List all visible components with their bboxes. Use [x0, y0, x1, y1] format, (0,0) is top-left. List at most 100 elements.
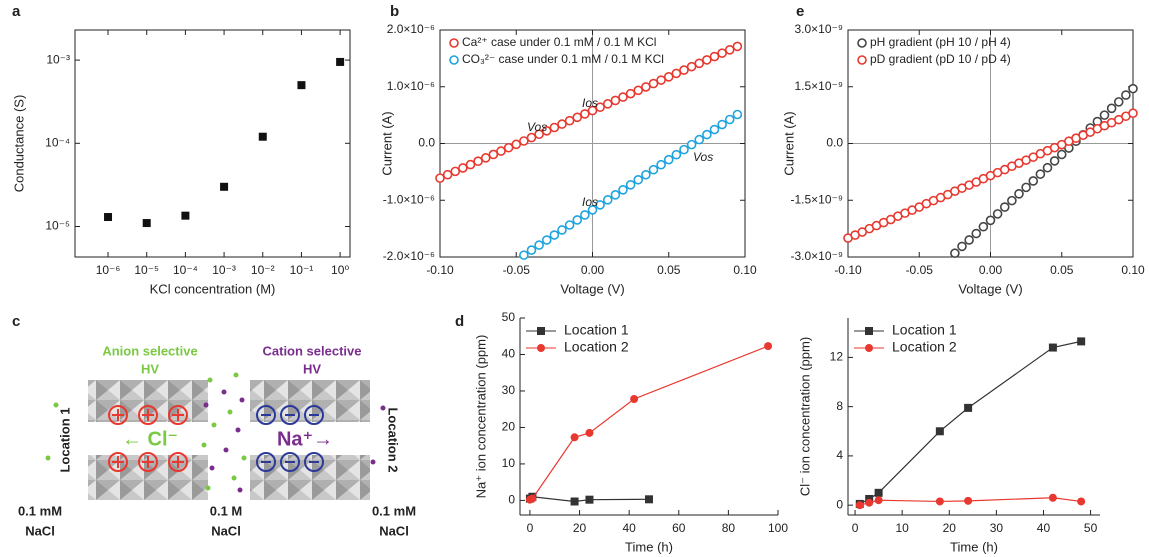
annotation: Ios: [582, 195, 598, 209]
marker: [855, 501, 864, 510]
x-tick-label: 10: [895, 521, 909, 535]
marker: [572, 215, 583, 225]
marker: [220, 182, 229, 191]
y-axis-title: Conductance (S): [11, 95, 26, 193]
y-tick-label: 0.0: [418, 136, 435, 150]
marker: [336, 57, 345, 66]
x-tick-label: 10⁰: [331, 263, 349, 277]
marker: [564, 220, 575, 230]
series: [855, 337, 1086, 508]
series-line: [859, 340, 1082, 505]
marker: [641, 169, 651, 180]
x-axis-title: KCl concentration (M): [150, 281, 276, 296]
y-tick-label: 1.5×10⁻⁹: [794, 79, 843, 93]
y-tick-label: 50: [502, 310, 516, 324]
panel-label: d: [455, 313, 464, 330]
marker: [717, 48, 727, 58]
marker: [679, 65, 689, 75]
marker: [181, 211, 190, 220]
series: [104, 57, 345, 228]
series: [525, 492, 653, 506]
y-tick-label: 10⁻³: [46, 52, 70, 66]
x-tick-label: 0.05: [657, 263, 681, 277]
marker: [865, 498, 874, 507]
x-tick-label: 10⁻¹: [290, 263, 314, 277]
annotation: Vos: [693, 150, 713, 164]
marker: [686, 61, 697, 72]
marker: [957, 241, 967, 252]
marker: [709, 51, 720, 62]
solution-label: 0.1 M: [210, 503, 243, 518]
x-axis-title: Time (h): [950, 539, 998, 554]
solution-label: NaCl: [25, 523, 55, 538]
marker: [473, 156, 483, 167]
x-tick-label: 40: [622, 521, 636, 535]
marker: [671, 149, 682, 160]
marker: [618, 92, 628, 102]
y-axis-title: Cl⁻ ion concentration (ppm): [797, 337, 812, 496]
marker: [935, 427, 944, 436]
marker: [1035, 169, 1046, 179]
x-tick-label: 40: [1037, 521, 1051, 535]
x-tick-label: 0.10: [1121, 263, 1145, 277]
marker: [874, 488, 883, 497]
chart: -0.10 -0.05 0.00 0.05 0.10 -3.0×10⁻⁹ -1.5×10⁻⁹…: [781, 22, 1145, 296]
marker: [549, 122, 560, 133]
legend-label: Location 1: [564, 322, 629, 338]
x-axis-title: Time (h): [625, 539, 673, 554]
x-tick-label: 80: [722, 521, 736, 535]
marker: [724, 45, 735, 55]
x-tick-label: -0.10: [834, 263, 862, 277]
ion-flow: Na⁺→: [277, 428, 333, 450]
marker: [732, 109, 743, 120]
panel-label: a: [12, 3, 21, 20]
location-label: Location 1: [57, 407, 72, 472]
marker: [732, 41, 743, 52]
legend-label: Location 2: [564, 339, 629, 355]
marker: [935, 497, 944, 506]
legend-swatch: [537, 344, 545, 352]
solution-label: 0.1 mM: [18, 503, 62, 518]
marker: [999, 202, 1010, 212]
y-tick-label: 1.0×10⁻⁶: [387, 79, 435, 93]
marker: [519, 250, 529, 260]
marker: [511, 139, 522, 150]
diagram: Anion selective HV Cation selective HV ←…: [18, 343, 416, 538]
marker: [694, 58, 705, 69]
marker: [964, 403, 973, 412]
y-tick-label: 2.0×10⁻⁶: [387, 22, 435, 36]
marker: [258, 132, 267, 141]
chart: 0 20 40 60 80 100 0 10 20 30 40 50 Time (h) Na⁺ ion c…: [473, 310, 788, 554]
marker: [1028, 176, 1039, 186]
series: [950, 83, 1138, 259]
marker: [458, 163, 468, 173]
y-tick-label: 4: [836, 448, 843, 462]
x-tick-label: 20: [573, 521, 587, 535]
marker: [528, 494, 537, 503]
series-line: [529, 345, 769, 501]
marker: [992, 209, 1003, 219]
marker: [1113, 97, 1124, 107]
marker: [595, 102, 605, 112]
marker: [1049, 156, 1060, 166]
marker: [526, 245, 537, 255]
marker: [587, 105, 598, 116]
marker: [570, 433, 579, 442]
marker: [585, 428, 594, 437]
x-tick-label: 20: [943, 521, 957, 535]
marker: [1128, 83, 1138, 94]
y-tick-label: 10: [502, 456, 516, 470]
y-tick-label: 40: [502, 347, 516, 361]
chart: 0 10 20 30 40 50 0 4 8 12 Time (h) Cl⁻ ion concentr…: [797, 318, 1100, 554]
marker: [602, 99, 613, 109]
marker: [656, 75, 666, 85]
legend-label: CO₃²⁻ case under 0.1 mM / 0.1 M KCl: [462, 52, 664, 66]
chart: 10⁻⁶ 10⁻⁵ 10⁻⁴ 10⁻³ 10⁻² 10⁻¹ 10⁰ 10⁻⁵ 10⁻⁴ 10⁻³ K…: [11, 29, 351, 296]
y-tick-label: 3.0×10⁻⁹: [794, 22, 843, 36]
x-tick-label: 10⁻³: [212, 263, 236, 277]
marker: [435, 173, 445, 183]
legend-entry: pD gradient (pD 10 / pD 4): [857, 52, 1011, 66]
plot-frame: [74, 29, 351, 258]
x-tick-label: 100: [768, 521, 788, 535]
